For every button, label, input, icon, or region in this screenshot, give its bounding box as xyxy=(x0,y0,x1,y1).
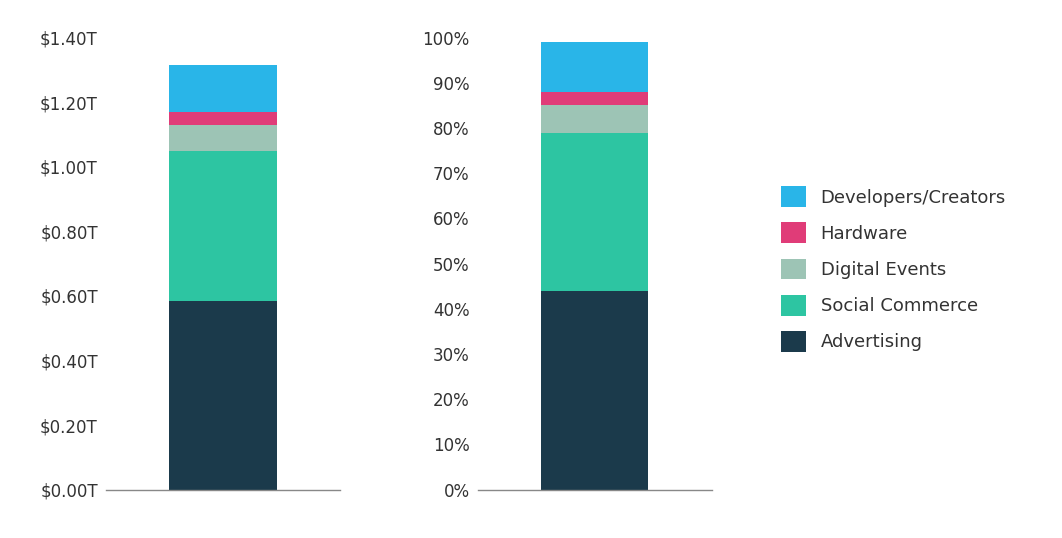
Bar xyxy=(542,92,648,105)
Bar xyxy=(542,105,648,132)
Bar xyxy=(170,301,276,490)
Bar xyxy=(170,112,276,125)
Bar xyxy=(170,125,276,151)
Legend: Developers/Creators, Hardware, Digital Events, Social Commerce, Advertising: Developers/Creators, Hardware, Digital E… xyxy=(774,179,1013,359)
Bar xyxy=(542,291,648,490)
Bar xyxy=(542,132,648,291)
Bar xyxy=(542,42,648,92)
Bar xyxy=(170,151,276,301)
Bar xyxy=(170,65,276,112)
